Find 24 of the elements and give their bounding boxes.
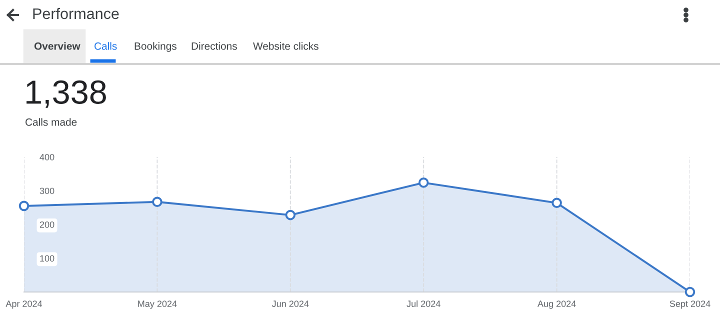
text: Bookings (134, 42, 176, 52)
text: Website clicks (253, 42, 318, 50)
x-tick-label: Sept 2024 (670, 300, 710, 309)
text: Directions (192, 42, 237, 50)
x-tick-label: Aug 2024 (537, 300, 576, 309)
point (18, 200, 30, 212)
point (684, 286, 696, 298)
text: Calls (94, 42, 117, 50)
x-tick-label: Jul 2024 (406, 300, 440, 307)
y-tick-label: 300 (40, 188, 54, 194)
y-tick-label: 200 (40, 221, 54, 228)
y-tick-label: 100 (40, 255, 54, 262)
chart-title: Performance (33, 8, 119, 20)
point (552, 198, 562, 208)
chart-subtitle: 1,338 (26, 80, 106, 108)
x-tick-label: Apr 2024 (6, 300, 42, 309)
text: Overview (34, 42, 80, 50)
y-tick-label: 400 (40, 154, 54, 160)
point (152, 196, 162, 208)
point (418, 178, 429, 188)
point (285, 210, 296, 220)
text: Calls made (26, 118, 77, 126)
x-tick-label: Jun 2024 (272, 300, 309, 307)
x-tick-label: May 2024 (138, 300, 177, 309)
